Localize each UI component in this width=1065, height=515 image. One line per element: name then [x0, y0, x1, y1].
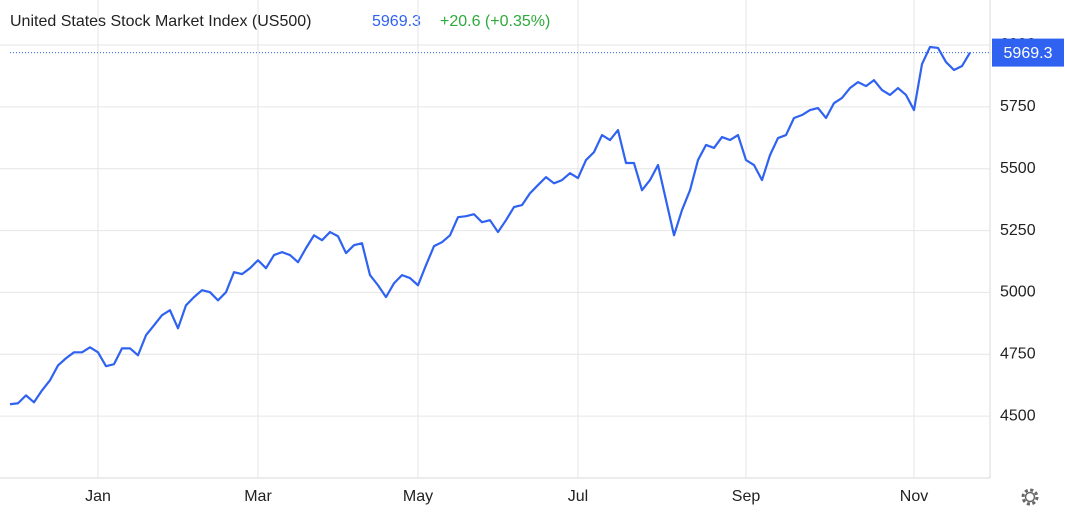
x-tick-label: May — [403, 488, 433, 505]
y-tick-label: 4750 — [1000, 346, 1036, 363]
x-tick-label: Nov — [900, 488, 928, 505]
last-price-label: 5969.3 — [1004, 45, 1053, 62]
x-tick-label: Sep — [732, 488, 761, 505]
change: +20.6 (+0.35%) — [440, 13, 550, 30]
y-tick-label: 5250 — [1000, 222, 1036, 239]
last-price-badge — [992, 38, 1064, 67]
y-tick-label: 5750 — [1000, 98, 1036, 115]
price-line — [9, 45, 971, 406]
x-tick-label: Mar — [244, 488, 272, 505]
settings-icon[interactable] — [1021, 488, 1039, 506]
x-tick-label: Jan — [85, 488, 111, 505]
y-tick-label: 4500 — [1000, 407, 1036, 424]
price: 5969.3 — [372, 13, 421, 30]
chart-title: United States Stock Market Index (US500) — [10, 13, 311, 30]
x-tick-label: Jul — [568, 488, 588, 505]
y-tick-label: 5500 — [1000, 160, 1036, 177]
y-tick-label: 5000 — [1000, 284, 1036, 301]
